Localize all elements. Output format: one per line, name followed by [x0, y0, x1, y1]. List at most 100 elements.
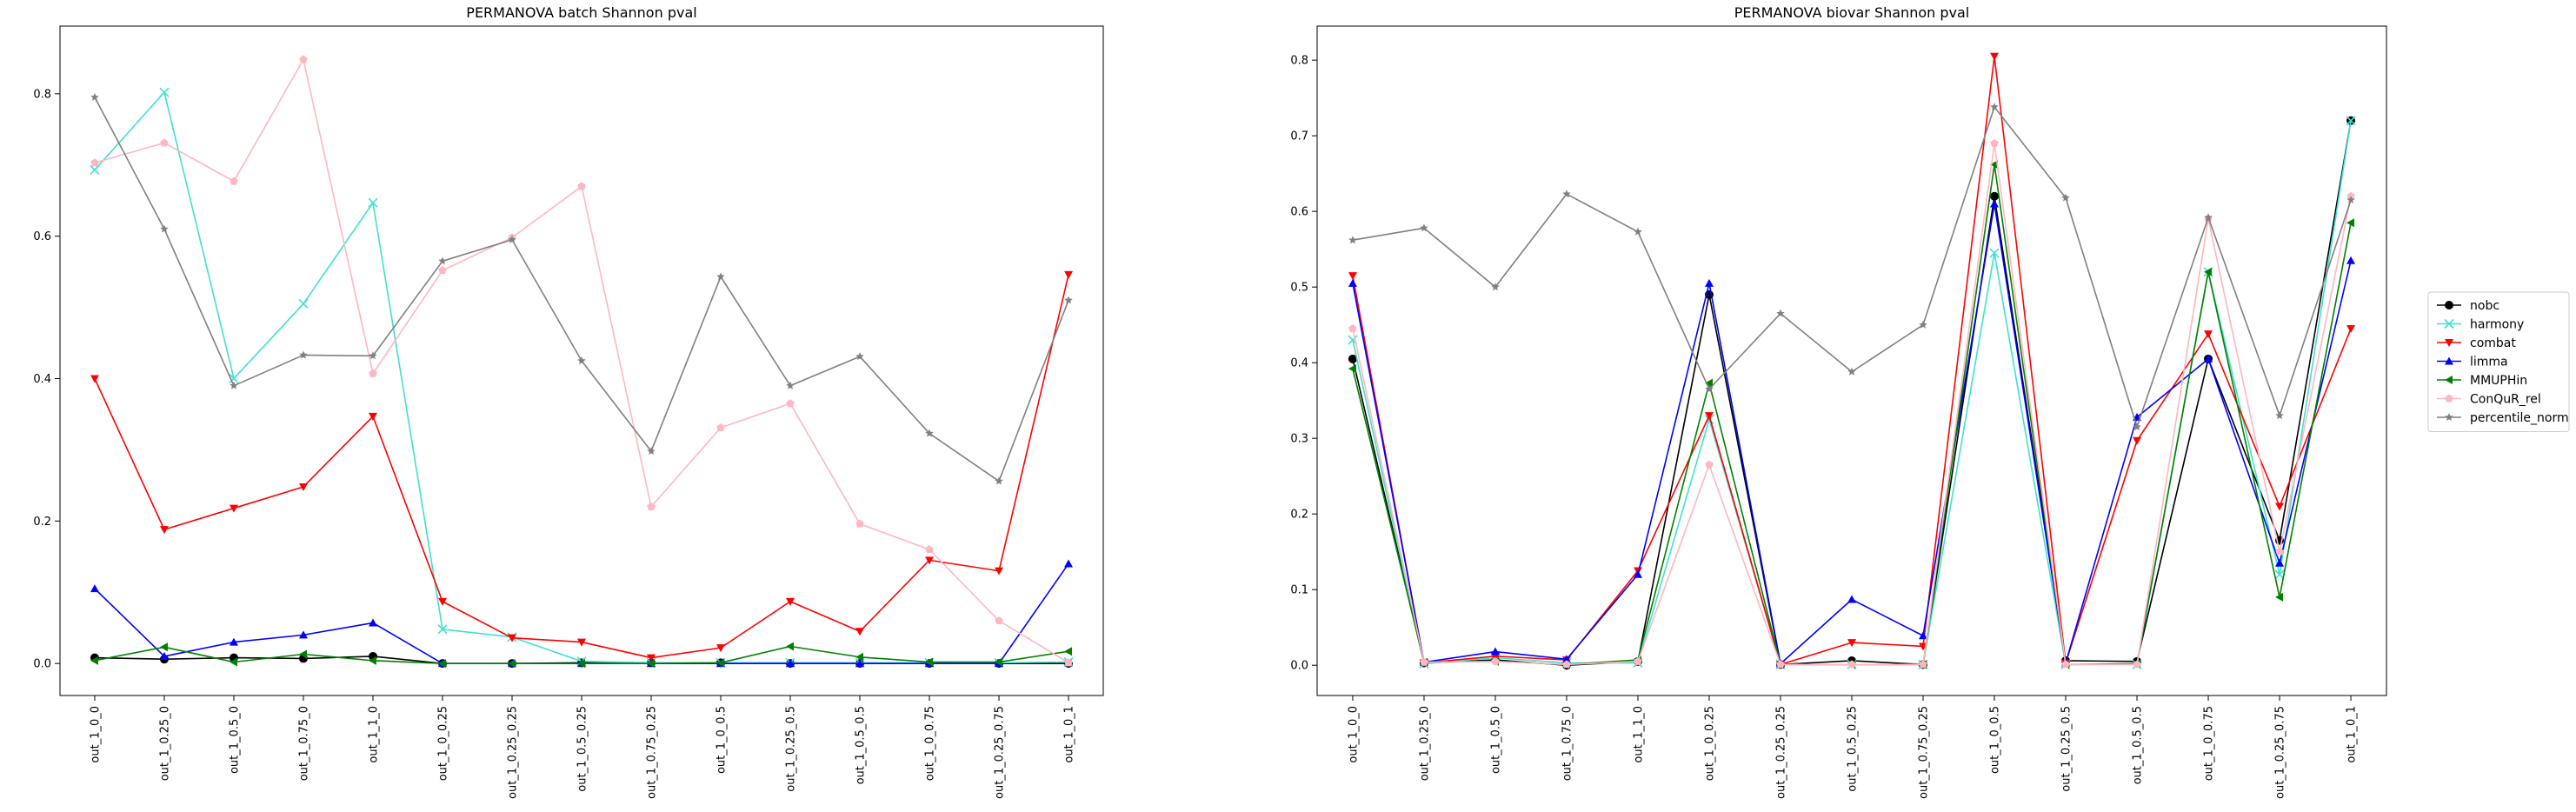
data-point: [647, 502, 656, 510]
data-point: [2204, 330, 2213, 339]
data-point: [1064, 658, 1073, 667]
data-point: [647, 654, 656, 662]
data-point: [1704, 278, 1714, 287]
data-point: [230, 176, 238, 185]
legend-entry: limma: [2437, 356, 2508, 369]
y-tick-label: 0.7: [1290, 130, 1308, 143]
y-tick-label: 0.0: [1290, 660, 1308, 673]
data-point: [1705, 384, 1714, 393]
x-tick-label: out_1_0_0.75: [924, 706, 937, 781]
data-point: [2346, 218, 2355, 228]
data-point: [1491, 283, 1500, 291]
x-tick-label: out_1_0_0: [89, 706, 102, 763]
x-tick-label: out_1_0.5_0.25: [1847, 706, 1860, 792]
data-point: [1064, 559, 1074, 568]
series-line: [94, 91, 1069, 664]
data-point: [1919, 660, 1927, 669]
data-point: [369, 351, 377, 360]
series-limma: [90, 559, 1074, 668]
series-line: [1352, 120, 2352, 666]
data-point: [647, 447, 656, 456]
data-point: [438, 256, 447, 265]
x-tick-label: out_1_0_0.25: [436, 706, 449, 781]
legend-entry: harmony: [2437, 318, 2524, 332]
data-point: [90, 584, 99, 593]
x-tick-label: out_1_0_1: [2346, 706, 2359, 763]
legend-entry: nobc: [2437, 299, 2499, 313]
chart-biovar: PERMANOVA biovar Shannon pval 0.0 0.1 0.2 0.…: [1290, 4, 2387, 799]
series-MMUPHin: [90, 642, 1073, 669]
x-tick-label: out_1_0.5_0: [1489, 706, 1502, 774]
x-tick-label: out_1_0_0.5: [716, 706, 729, 774]
data-point: [1990, 103, 1999, 111]
x-tick-label: out_1_0_0.25: [1703, 706, 1716, 781]
data-point: [229, 657, 237, 667]
x-tick-label: out_1_0_0.5: [1989, 706, 2002, 774]
series-line: [94, 97, 1069, 483]
y-tick-label: 0.3: [1290, 433, 1308, 446]
series-harmony: [1348, 116, 2356, 669]
data-point: [437, 659, 446, 669]
series-limma: [1348, 199, 2356, 668]
data-point: [1847, 367, 1856, 376]
data-point: [160, 138, 169, 147]
data-point: [577, 659, 585, 669]
legend-label: combat: [2470, 336, 2516, 350]
data-point: [2204, 213, 2213, 222]
data-point: [925, 429, 934, 437]
data-point: [1847, 639, 1856, 648]
x-tick-label: out_1_0.25_0.25: [506, 706, 519, 799]
legend-marker: [2445, 413, 2453, 422]
data-point: [855, 628, 865, 636]
data-point: [507, 634, 516, 642]
legend-entry: ConQuR_rel: [2437, 393, 2541, 407]
x-tick-label: out_1_0.75_0: [1561, 706, 1574, 781]
data-point: [438, 265, 447, 275]
data-point: [1491, 656, 1500, 665]
data-point: [2346, 325, 2356, 334]
legend-marker: [2445, 394, 2453, 403]
data-point: [230, 381, 238, 389]
data-point: [2133, 436, 2142, 445]
x-tick-label: out_1_0.25_0.75: [994, 706, 1007, 799]
data-point: [90, 375, 99, 383]
data-point: [508, 235, 516, 243]
data-point: [995, 616, 1003, 625]
data-point: [1562, 660, 1571, 669]
data-point: [2346, 116, 2356, 126]
legend-marker: [2445, 356, 2453, 365]
legend-label: limma: [2470, 356, 2508, 369]
data-point: [786, 597, 795, 606]
y-tick-label: 0.0: [33, 658, 51, 671]
data-point: [1990, 52, 2000, 61]
x-tick-label: out_1_0_0: [1347, 706, 1360, 763]
x-tick-label: out_1_1_0: [1632, 706, 1645, 763]
data-point: [1348, 324, 1357, 333]
data-point: [1990, 160, 1999, 170]
x-tick-label: out_1_0.25_0: [158, 706, 171, 781]
data-point: [159, 87, 170, 97]
series-line: [1352, 143, 2352, 666]
x-tick-label: out_1_0.5_0: [228, 706, 241, 774]
data-point: [995, 567, 1004, 576]
legend-marker: [2445, 376, 2453, 384]
data-point: [1705, 460, 1714, 469]
data-point: [2275, 411, 2284, 420]
y-tick-label: 0.2: [1290, 509, 1308, 522]
x-tick-label: out_1_0.25_0.25: [1774, 706, 1787, 799]
data-point: [2133, 423, 2141, 431]
data-point: [1776, 660, 1785, 669]
data-point: [1348, 278, 1357, 287]
series-line: [1352, 203, 2352, 665]
x-tick-label: out_1_0.5_0.25: [576, 706, 589, 792]
legend-entry: MMUPHin: [2437, 374, 2527, 388]
legend-marker: [2444, 318, 2454, 329]
data-point: [368, 656, 376, 665]
x-tick-label: out_1_0.5_0.5: [2132, 706, 2145, 784]
data-point: [2275, 503, 2285, 511]
data-point: [2346, 196, 2355, 204]
data-point: [368, 197, 378, 208]
data-point: [159, 642, 168, 652]
x-tick-label: out_1_0_0.75: [2203, 706, 2216, 781]
data-point: [1634, 227, 1642, 236]
